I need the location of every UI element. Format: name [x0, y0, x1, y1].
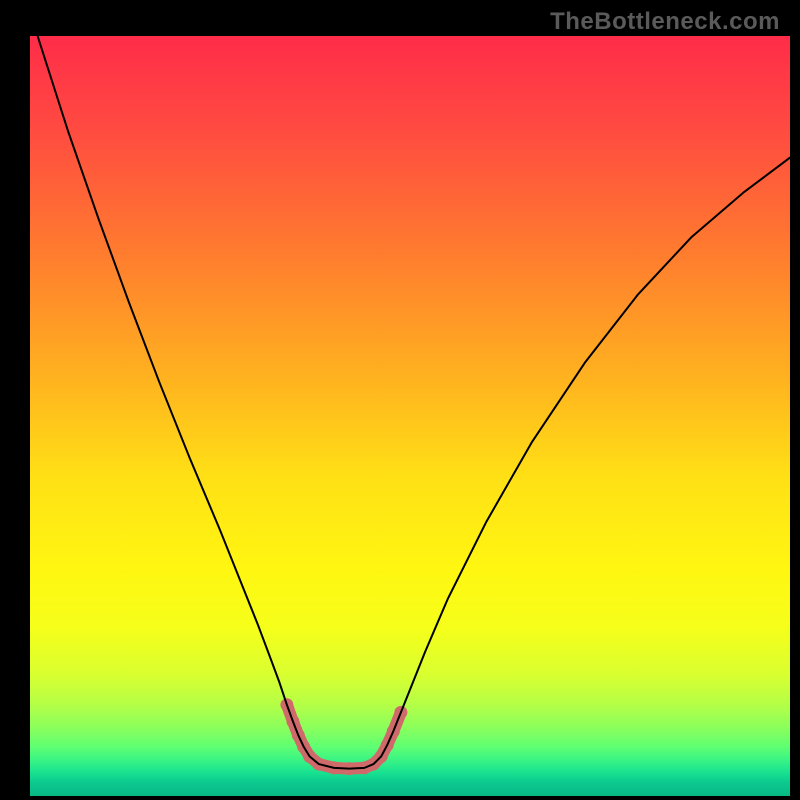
plot-area	[30, 36, 790, 796]
watermark-text: TheBottleneck.com	[550, 8, 780, 36]
gradient-background	[30, 36, 790, 796]
